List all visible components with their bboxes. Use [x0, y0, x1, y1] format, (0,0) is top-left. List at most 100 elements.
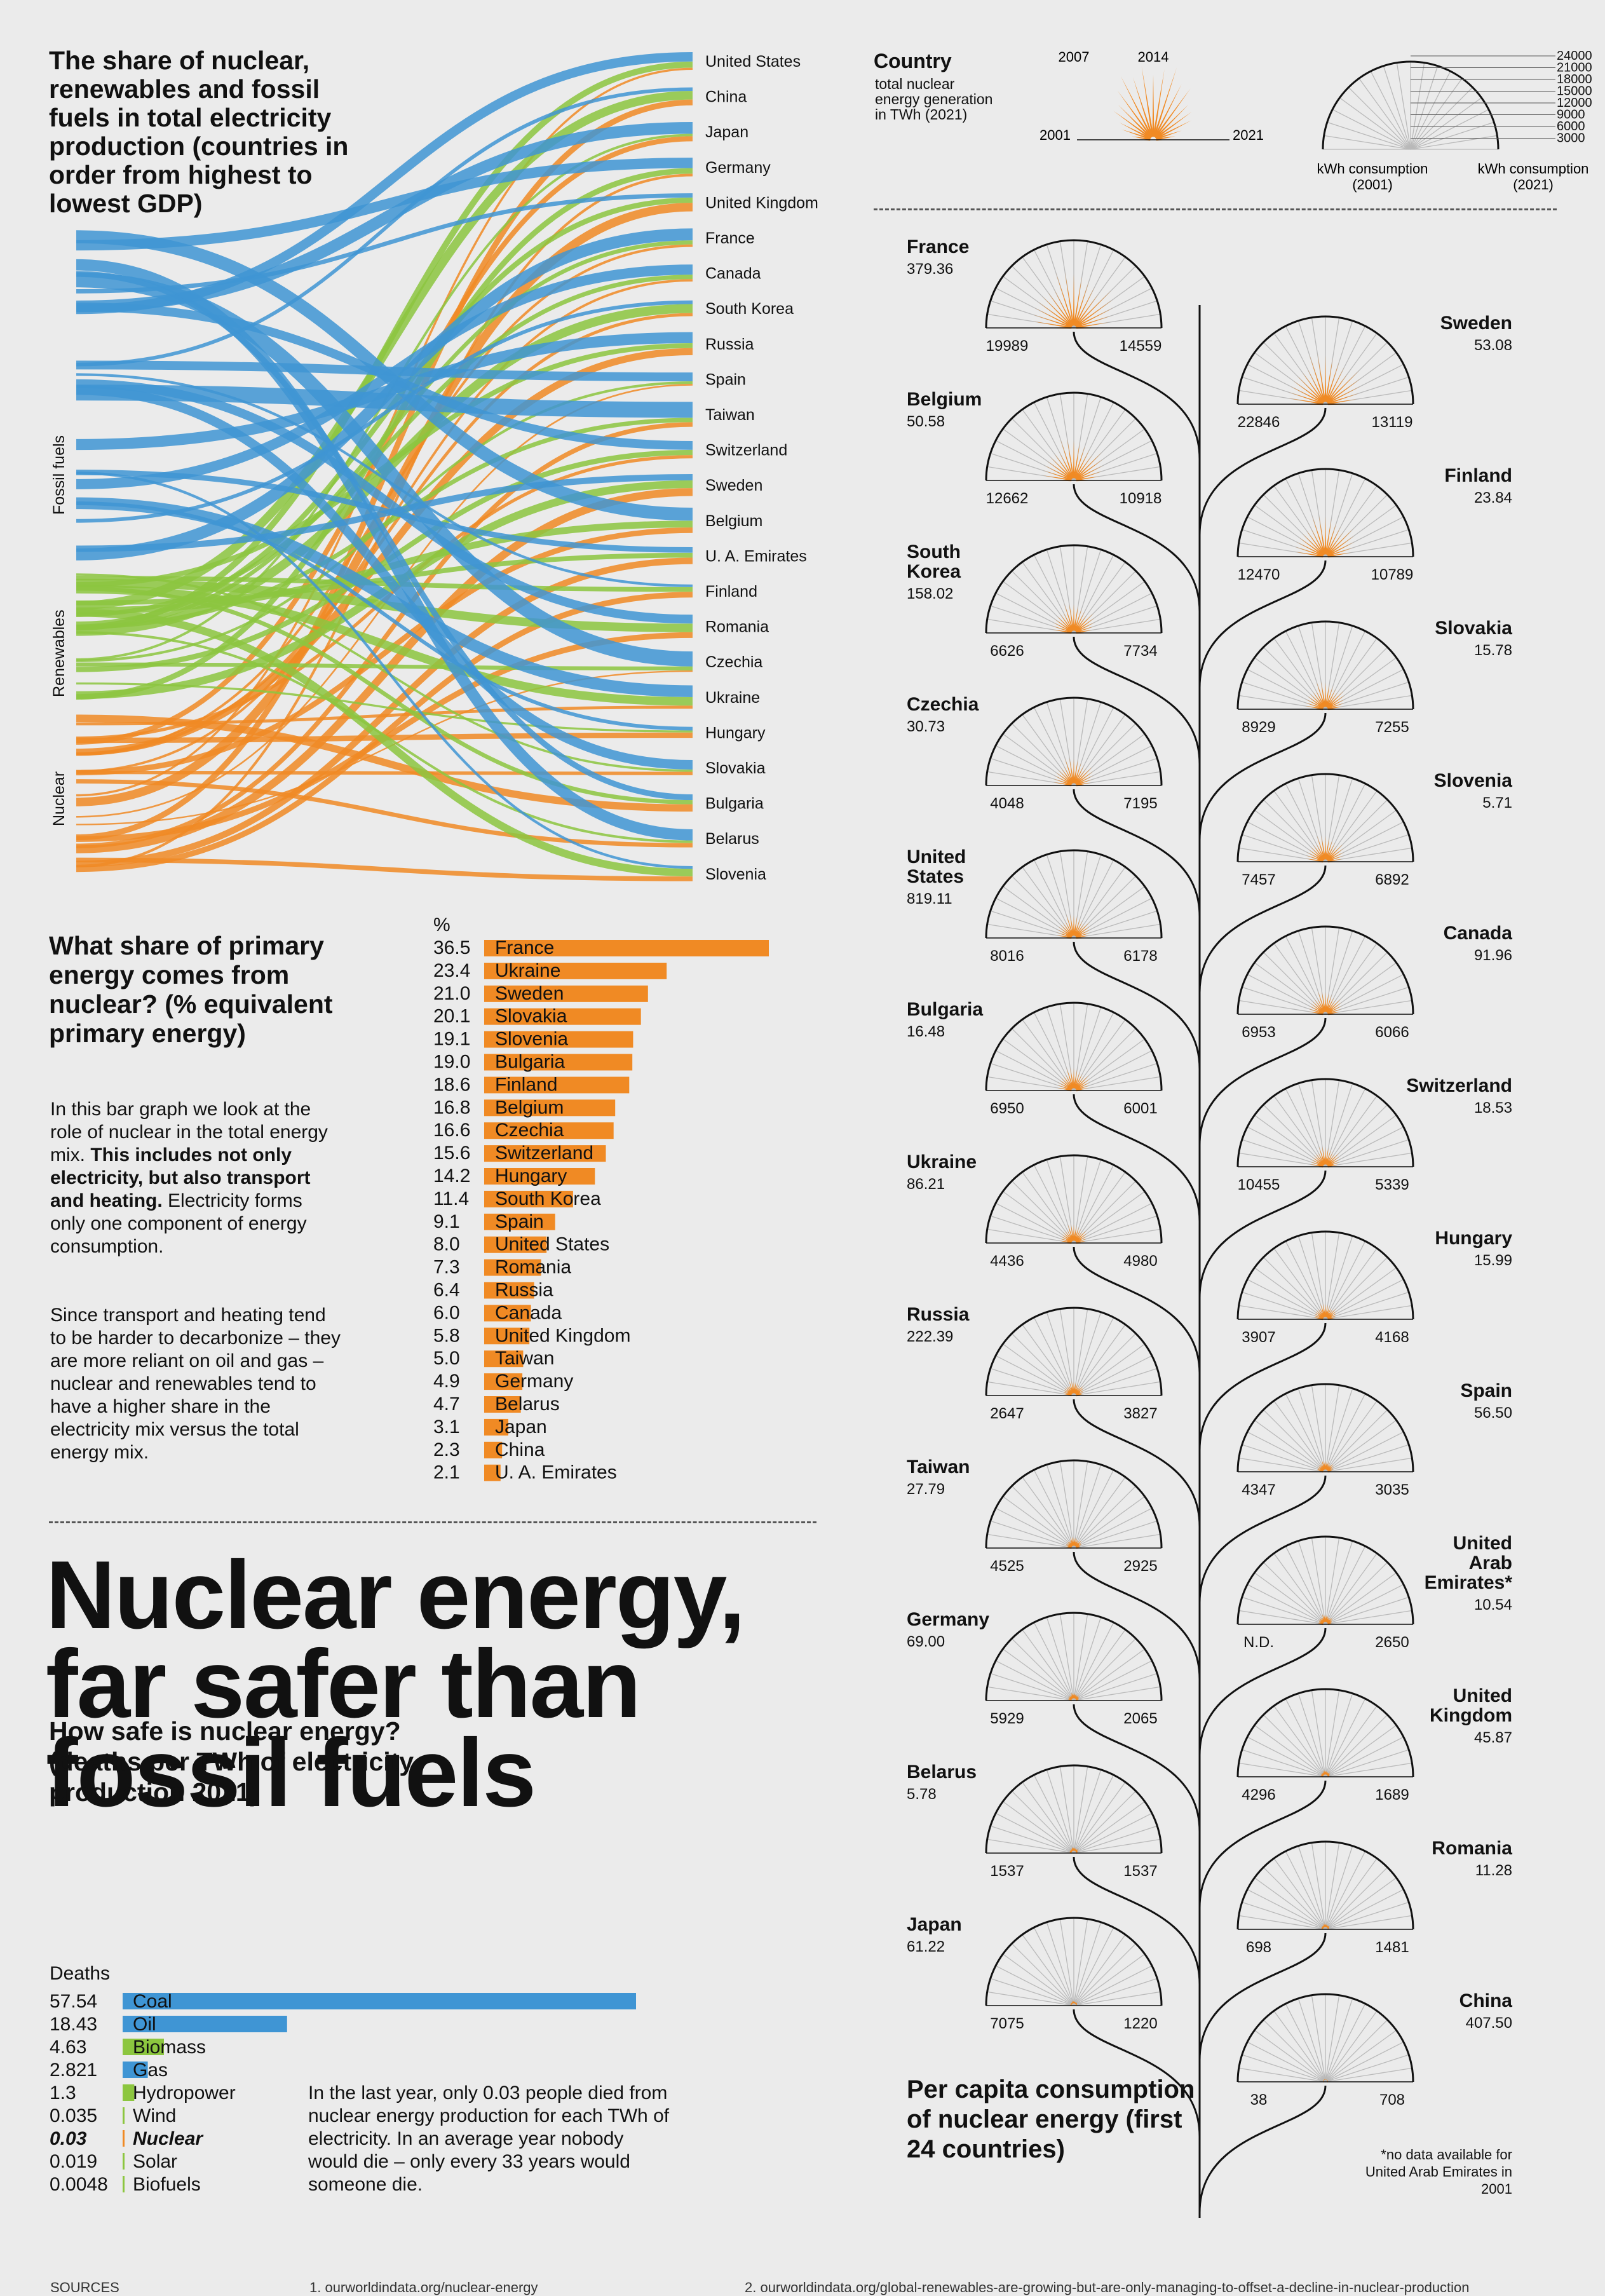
dial-guide-line — [1074, 1802, 1145, 1853]
dial-guide-line — [1298, 1694, 1325, 1777]
dial-guide-line — [1325, 1867, 1388, 1929]
dial-guide-line — [1074, 1826, 1157, 1853]
dial-value-2001: 12662 — [986, 490, 1029, 507]
primary-category-label: South Korea — [495, 1188, 601, 1209]
dial-guide-line — [1325, 1573, 1397, 1624]
dial-guide-line — [1074, 1791, 1136, 1853]
dial-value-2021: 4168 — [1375, 1329, 1409, 1346]
country-generation: 23.84 — [1474, 489, 1512, 506]
dial-guide-line — [1325, 1597, 1409, 1624]
primary-category-label: France — [495, 937, 554, 958]
section-divider — [49, 1521, 816, 1523]
deaths-value-label: 0.0048 — [50, 2174, 108, 2195]
country-dial — [1238, 1079, 1413, 1167]
country-dial — [1238, 927, 1413, 1015]
country-generation: 222.39 — [907, 1328, 953, 1345]
country-dial — [986, 1460, 1161, 1549]
dial-value-2021: 7734 — [1123, 642, 1157, 660]
legend-spike — [1133, 77, 1153, 137]
primary-category-label: Switzerland — [495, 1143, 593, 1164]
dial-guide-line — [1022, 1477, 1074, 1548]
dial-guide-line — [1242, 1292, 1325, 1319]
dial-guide-line — [1242, 1749, 1325, 1777]
dial-guide-line — [1263, 1257, 1325, 1319]
dial-value-2021: 1689 — [1375, 1786, 1409, 1804]
deaths-bar — [123, 1993, 636, 2009]
dial-guide-line — [1298, 1389, 1325, 1472]
dial-value-2021: 1220 — [1123, 2015, 1157, 2032]
sankey-flows — [76, 57, 693, 879]
dial-guide-line — [991, 1368, 1074, 1396]
legend-year-2021: 2021 — [1233, 127, 1264, 143]
country-generation: 16.48 — [907, 1023, 945, 1040]
dial-guide-line — [1325, 2030, 1397, 2082]
dial-value-2021: 10918 — [1120, 490, 1162, 507]
dial-value-2001: 7075 — [990, 2015, 1024, 2032]
legend-divider — [874, 208, 1557, 210]
dial-guide-line — [1254, 1420, 1325, 1472]
dial-spike — [1311, 847, 1325, 861]
country-label: Russia — [705, 336, 754, 353]
dial-spike — [1327, 529, 1353, 555]
dial-guide-line — [1325, 1902, 1409, 1929]
dial-guide-line — [1022, 1782, 1074, 1853]
dial-guide-line — [991, 1673, 1074, 1701]
dial-guide-line — [1074, 1216, 1157, 1243]
dial-value-2001: 2647 — [990, 1405, 1024, 1422]
dial-guide-line — [1325, 1999, 1353, 2082]
country-generation: 5.71 — [1482, 794, 1512, 812]
dial-spike — [1325, 517, 1326, 555]
legend-guide-line — [1383, 66, 1411, 149]
legend-sunburst — [1077, 66, 1229, 141]
legend-kwh-2001-line1: kWh consumption — [1317, 161, 1428, 177]
primary-value-label: 8.0 — [433, 1234, 460, 1255]
country-name: Taiwan — [907, 1457, 970, 1477]
country-dial — [1238, 469, 1413, 557]
dial-guide-line — [1263, 2020, 1325, 2082]
dial-spike — [1056, 273, 1074, 325]
dial-spike — [1073, 274, 1074, 326]
country-dial — [986, 698, 1161, 786]
legend-kwh-2021-line1: kWh consumption — [1478, 161, 1589, 177]
dial-value-2001: N.D. — [1243, 1634, 1274, 1651]
dial-guide-line — [1298, 1541, 1325, 1624]
legend-guide-line — [1411, 66, 1438, 149]
primary-category-label: Belarus — [495, 1394, 560, 1415]
deaths-bar — [123, 2153, 125, 2170]
dial-value-2001: 8016 — [990, 948, 1024, 965]
dial-guide-line — [1022, 1629, 1074, 1701]
country-label: Bulgaria — [705, 795, 764, 813]
dial-guide-line — [1325, 1410, 1388, 1472]
dial-value-2021: 7195 — [1123, 795, 1157, 812]
country-name: Russia — [907, 1304, 970, 1325]
primary-category-label: Romania — [495, 1257, 571, 1278]
primary-category-label: United Kingdom — [495, 1325, 630, 1346]
dial-guide-line — [1298, 1999, 1325, 2082]
primary-category-label: Finland — [495, 1074, 557, 1095]
dial-value-2001: 22846 — [1238, 414, 1280, 431]
country-label: Taiwan — [705, 406, 755, 424]
dial-guide-line — [1274, 1401, 1325, 1472]
primary-value-label: 3.1 — [433, 1416, 460, 1437]
country-generation: 69.00 — [907, 1633, 945, 1650]
primary-category-label: Japan — [495, 1416, 547, 1437]
dial-guide-line — [1074, 1465, 1101, 1548]
legend-guide-line — [1411, 98, 1482, 149]
country-generation: 15.78 — [1474, 642, 1512, 659]
dial-guide-line — [1074, 1934, 1125, 2006]
source-2[interactable]: 2. ourworldindata.org/global-renewables-… — [745, 2279, 1470, 2296]
dial-spike — [1327, 844, 1343, 860]
primary-value-label: 11.4 — [433, 1188, 469, 1209]
dial-guide-line — [991, 1521, 1074, 1548]
legend-guide-line — [1348, 87, 1411, 149]
dial-guide-line — [1325, 1444, 1409, 1472]
country-label: United States — [705, 53, 801, 71]
country-generation: 18.53 — [1474, 1099, 1512, 1117]
source-1[interactable]: 1. ourworldindata.org/nuclear-energy — [309, 2279, 538, 2296]
country-generation: 56.50 — [1474, 1404, 1512, 1422]
country-name: Kingdom — [1430, 1705, 1512, 1726]
dial-spike — [1310, 355, 1325, 402]
dial-guide-line — [1046, 1922, 1074, 2006]
dial-value-2001: 6953 — [1242, 1024, 1275, 1041]
